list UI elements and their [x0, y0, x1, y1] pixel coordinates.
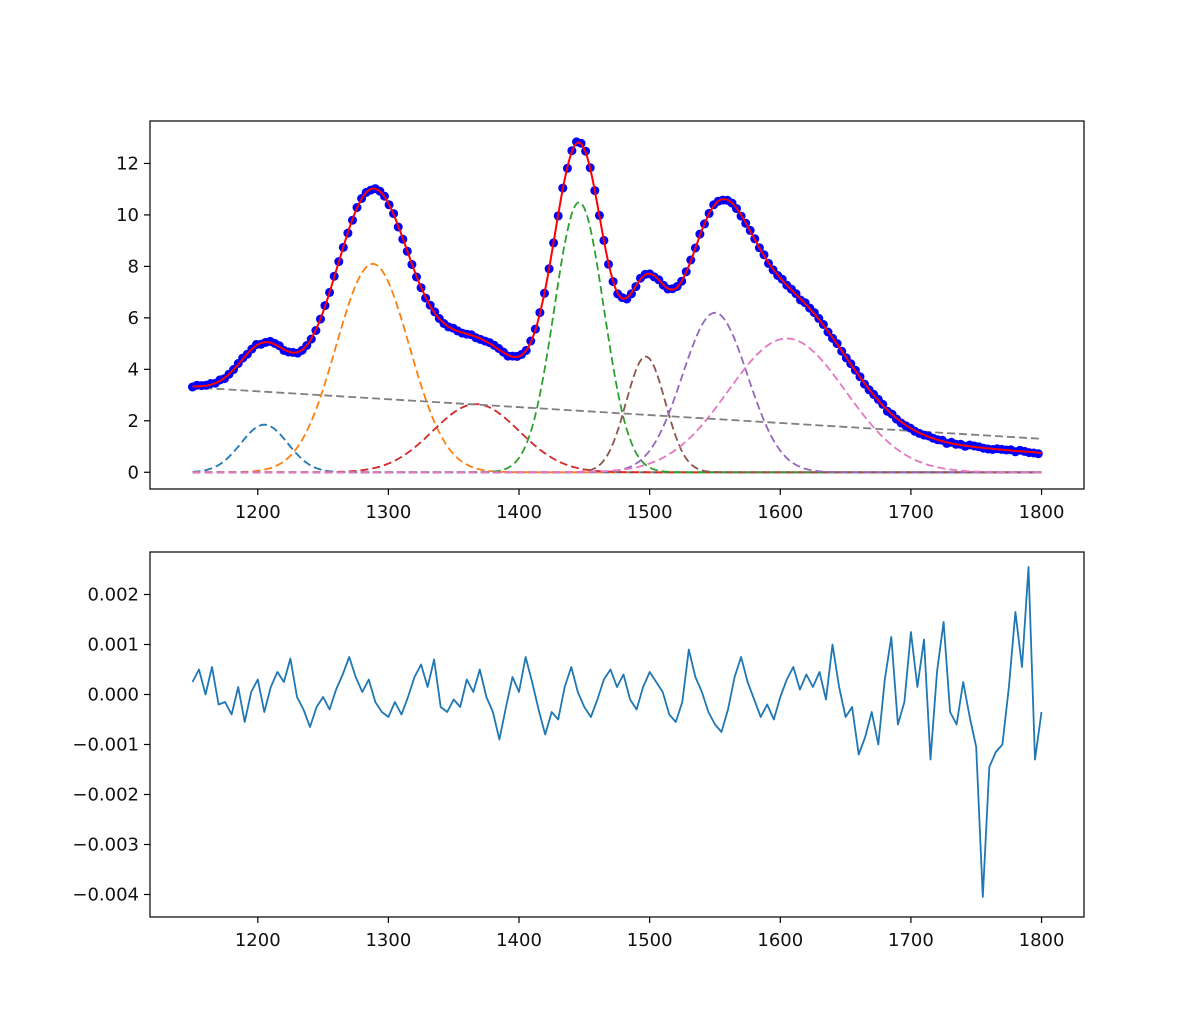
fit-plot-y-tick-label: 12	[116, 153, 139, 174]
residual-plot-x-ticks: 1200 1300 1400 1500 1600 1700 1800	[235, 917, 1065, 951]
component-curve-5	[192, 355, 1042, 474]
component-curve-6	[192, 311, 1042, 474]
residual-plot-y-tick-label: −0.002	[72, 785, 139, 806]
residual-plot-x-tick-label: 1800	[1019, 930, 1065, 951]
residual-plot-y-tick-label: −0.001	[72, 735, 139, 756]
residual-plot-y-tick-label: 0.001	[87, 635, 139, 656]
residual-line	[191, 566, 1043, 898]
residual-plot-axes: 1200 1300 1400 1500 1600 1700 1800 −0.004 −0.003…	[72, 551, 1085, 951]
residual-plot-x-tick-label: 1200	[235, 930, 281, 951]
residual-plot-y-ticks: −0.004 −0.003 −0.002 −0.001 0.000 0.001 0.002	[72, 585, 150, 906]
fit-plot-y-ticks: 0 2 4 6 8 10 12	[116, 153, 150, 483]
residual-plot-y-tick-label: −0.003	[72, 835, 139, 856]
fit-plot-y-tick-label: 4	[128, 359, 139, 380]
fit-plot-x-tick-label: 1300	[365, 502, 411, 523]
fit-plot-x-tick-label: 1500	[627, 502, 673, 523]
residual-plot-x-tick-label: 1700	[888, 930, 934, 951]
fit-plot-x-tick-label: 1700	[888, 502, 934, 523]
component-curve-4	[192, 201, 1042, 474]
fit-plot-x-tick-label: 1200	[235, 502, 281, 523]
component-curve-3	[192, 403, 1042, 474]
residual-plot-x-tick-label: 1500	[627, 930, 673, 951]
residual-plot-y-tick-label: −0.004	[72, 885, 139, 906]
residual-plot-x-tick-label: 1600	[757, 930, 803, 951]
fit-plot-x-tick-label: 1800	[1019, 502, 1065, 523]
fit-plot-y-tick-label: 2	[128, 411, 139, 432]
fit-plot-x-tick-label: 1400	[496, 502, 542, 523]
background-line	[192, 386, 1042, 440]
residual-plot-y-tick-label: 0.002	[87, 585, 139, 606]
component-curve-1	[192, 423, 1042, 474]
residual-plot-frame	[149, 551, 1085, 918]
component-curve-7	[192, 337, 1042, 474]
data-points	[188, 137, 1043, 459]
fit-line	[192, 141, 1042, 454]
fit-plot-frame	[149, 120, 1085, 490]
fit-plot-y-tick-label: 6	[128, 308, 139, 329]
residual-plot-x-tick-label: 1400	[496, 930, 542, 951]
residual-plot-y-tick-label: 0.000	[87, 685, 139, 706]
residual-plot-x-tick-label: 1300	[365, 930, 411, 951]
fit-plot-y-tick-label: 0	[128, 462, 139, 483]
fit-plot-y-tick-label: 8	[128, 256, 139, 277]
fit-plot-axes: 1200 1300 1400 1500 1600 1700 1800 0 2 4 6 8 10 12	[116, 120, 1085, 523]
fit-plot-x-tick-label: 1600	[757, 502, 803, 523]
fit-plot-x-ticks: 1200 1300 1400 1500 1600 1700 1800	[235, 489, 1065, 523]
fit-plot-y-tick-label: 10	[116, 205, 139, 226]
